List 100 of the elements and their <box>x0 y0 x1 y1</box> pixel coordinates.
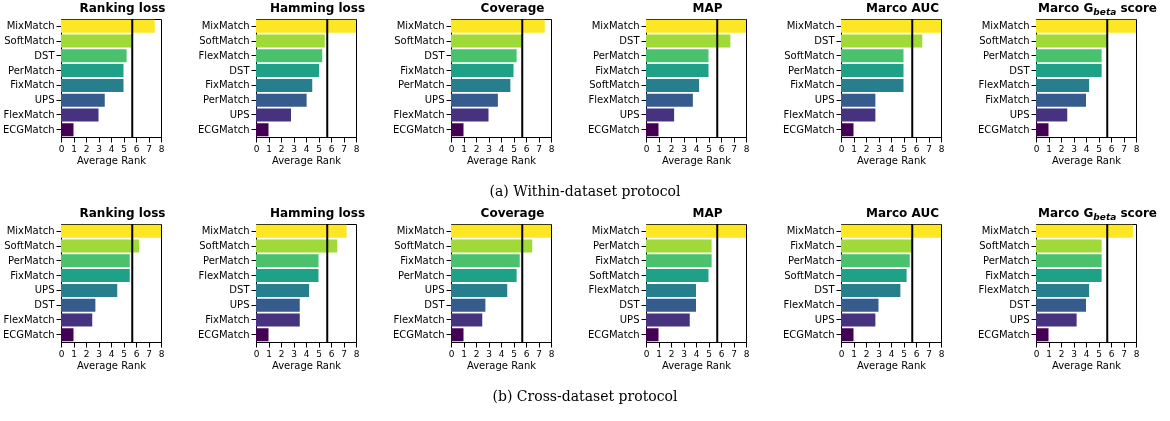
x-tick-label: 4 <box>303 348 310 359</box>
y-tick-label: FixMatch <box>205 313 250 325</box>
bar <box>1036 78 1090 92</box>
y-tick-label: FlexMatch <box>783 108 835 120</box>
y-tick-label: FixMatch <box>400 64 445 76</box>
x-tick-label: 0 <box>58 348 65 359</box>
bar <box>61 123 74 137</box>
bar <box>451 93 498 107</box>
y-tick-label: DST <box>619 35 641 47</box>
y-tick-label: FlexMatch <box>3 108 55 120</box>
bar <box>646 34 731 48</box>
bar <box>61 93 105 107</box>
x-tick-label: 4 <box>1083 348 1090 359</box>
x-axis-title: Average Rank <box>271 359 342 371</box>
y-tick-label: FlexMatch <box>198 269 250 281</box>
x-tick-label: 4 <box>498 143 505 154</box>
x-tick-label: 2 <box>863 348 870 359</box>
x-tick-label: 8 <box>158 348 165 359</box>
x-tick-label: 6 <box>1108 143 1115 154</box>
bar <box>256 93 307 107</box>
x-tick-label: 1 <box>1046 348 1052 359</box>
x-axis-title: Average Rank <box>661 359 732 371</box>
y-tick-label: FlexMatch <box>393 108 445 120</box>
x-tick-label: 3 <box>876 348 882 359</box>
y-tick-label: ECGMatch <box>977 123 1030 135</box>
y-tick-label: UPS <box>619 313 640 325</box>
bar <box>451 328 464 342</box>
x-tick-label: 6 <box>1108 348 1115 359</box>
x-tick-label: 6 <box>523 143 530 154</box>
bar <box>61 313 93 327</box>
chart-title: Marco G$_{beta}$ score <box>1037 205 1158 223</box>
y-tick-label: MixMatch <box>591 225 640 237</box>
x-tick-label: 0 <box>838 143 845 154</box>
bar <box>61 78 124 92</box>
bar <box>841 283 901 297</box>
y-tick-label: MixMatch <box>396 225 445 237</box>
bar <box>61 224 161 238</box>
bar <box>1036 298 1086 312</box>
bar <box>256 298 300 312</box>
y-tick-label: FlexMatch <box>978 284 1030 296</box>
x-tick-label: 4 <box>108 348 115 359</box>
y-tick-label: DST <box>424 299 446 311</box>
y-tick-label: UPS <box>814 94 835 106</box>
y-tick-label: UPS <box>424 284 445 296</box>
x-tick-label: 4 <box>693 348 700 359</box>
y-tick-label: DST <box>814 35 836 47</box>
x-tick-label: 2 <box>668 348 675 359</box>
y-tick-label: PerMatch <box>593 49 640 61</box>
bar <box>451 123 464 137</box>
x-tick-label: 2 <box>1058 143 1065 154</box>
y-tick-label: FixMatch <box>595 254 640 266</box>
x-tick-label: 4 <box>303 143 310 154</box>
x-tick-label: 7 <box>146 143 152 154</box>
bar <box>1036 283 1090 297</box>
bar <box>451 254 520 268</box>
bar <box>646 313 690 327</box>
y-tick-label: DST <box>34 49 56 61</box>
x-tick-label: 5 <box>121 143 127 154</box>
bar <box>841 49 904 63</box>
y-tick-label: MixMatch <box>396 20 445 32</box>
y-tick-label: SoftMatch <box>589 79 640 91</box>
bar <box>1036 224 1133 238</box>
x-tick-label: 4 <box>108 143 115 154</box>
y-tick-label: UPS <box>814 313 835 325</box>
x-tick-label: 8 <box>1133 348 1140 359</box>
x-axis-title: Average Rank <box>466 154 537 166</box>
y-tick-label: MixMatch <box>786 20 835 32</box>
y-tick-label: DST <box>1009 299 1031 311</box>
bar <box>646 93 693 107</box>
y-tick-label: FixMatch <box>595 64 640 76</box>
x-tick-label: 3 <box>291 143 297 154</box>
x-tick-label: 1 <box>1046 143 1052 154</box>
x-tick-label: 2 <box>278 348 285 359</box>
x-tick-label: 0 <box>1033 348 1040 359</box>
x-tick-label: 1 <box>851 143 857 154</box>
chart-title: Marco AUC <box>865 205 940 221</box>
bar <box>646 123 659 137</box>
bar <box>256 64 320 78</box>
x-tick-label: 0 <box>643 348 650 359</box>
y-tick-label: FlexMatch <box>588 94 640 106</box>
x-tick-label: 8 <box>158 143 165 154</box>
x-tick-label: 2 <box>1058 348 1065 359</box>
y-tick-label: PerMatch <box>203 254 250 266</box>
y-tick-label: SoftMatch <box>784 269 835 281</box>
x-axis-title: Average Rank <box>271 154 342 166</box>
x-tick-label: 7 <box>1121 143 1127 154</box>
y-tick-label: FixMatch <box>985 269 1030 281</box>
x-tick-label: 4 <box>693 143 700 154</box>
x-tick-label: 5 <box>511 143 517 154</box>
x-tick-label: 6 <box>718 143 725 154</box>
x-tick-label: 2 <box>863 143 870 154</box>
bar <box>256 254 319 268</box>
x-tick-label: 6 <box>913 348 920 359</box>
bar <box>1036 328 1049 342</box>
bar <box>1036 313 1077 327</box>
x-tick-label: 2 <box>278 143 285 154</box>
x-tick-label: 1 <box>461 143 467 154</box>
bar <box>841 34 923 48</box>
x-tick-label: 3 <box>96 143 102 154</box>
x-tick-label: 7 <box>146 348 152 359</box>
